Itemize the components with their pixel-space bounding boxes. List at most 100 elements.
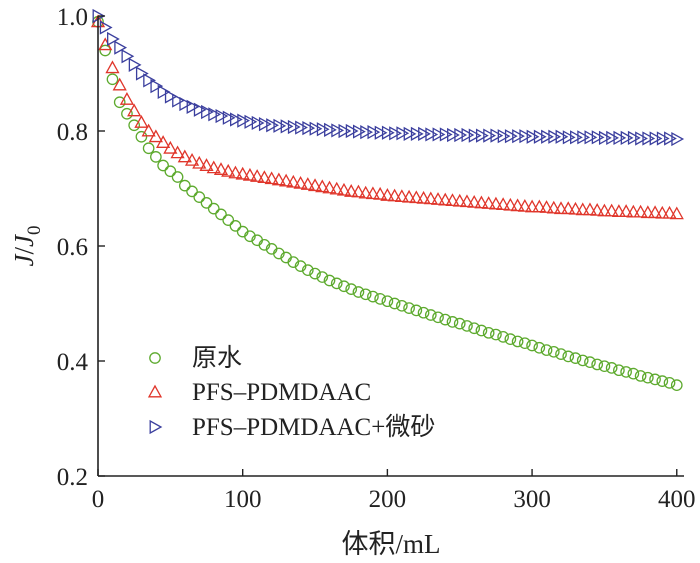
data-point [280,119,294,134]
data-point [309,267,321,280]
data-point [206,160,221,174]
data-point [562,350,575,363]
data-point [164,89,178,104]
data-point [163,140,178,154]
data-point [555,129,569,144]
data-point [148,129,163,143]
data-point [570,130,583,145]
data-point [532,199,547,213]
data-point [647,205,663,219]
data-point [627,367,640,380]
data-point [401,189,417,203]
data-point [662,205,677,219]
data-point [215,108,229,124]
series-1 [90,14,684,220]
data-point [184,152,200,166]
data-point [141,123,156,137]
data-point [510,198,525,212]
data-point [584,356,596,368]
data-point [388,297,401,310]
data-point [591,358,604,371]
legend-marker-shape [147,384,163,398]
data-point [359,288,372,301]
data-point [627,130,641,146]
data-point [315,179,330,193]
legend-marker-shape [149,419,163,435]
data-point [172,93,185,108]
data-point [105,60,120,74]
data-point [467,194,482,208]
data-point [244,230,256,243]
legend: 原水 PFS–PDMDAAC PFS–PDMDAAC+微砂 [147,344,435,441]
data-point [475,324,488,337]
data-point [582,202,598,216]
data-point [526,129,540,144]
data-point [186,185,198,198]
data-point [423,191,438,205]
data-point [157,84,171,100]
data-point [112,77,127,91]
data-point [526,339,538,352]
data-point [438,192,453,206]
data-point [135,130,148,143]
data-point [150,151,162,163]
data-point [380,188,395,201]
data-point [584,130,598,145]
data-point [626,204,641,218]
data-point [215,208,227,221]
data-point [524,199,540,213]
y-axis-title-sub: 0 [24,226,45,236]
data-point [562,130,576,145]
data-point [418,126,431,141]
data-point [99,20,113,35]
legend-label-pfs-pdmdaac-microsand: PFS–PDMDAAC+微砂 [192,413,435,441]
data-point [590,203,605,216]
data-point [394,189,409,203]
data-point [222,214,235,226]
data-point [352,124,366,139]
data-point [222,110,236,125]
data-point [345,283,358,295]
data-point [468,322,481,335]
x-axis-title: 体积/mL [342,529,441,559]
data-point [257,170,272,184]
series-layer [90,8,685,391]
data-point [496,197,511,211]
data-point [541,129,554,144]
data-point [517,198,532,212]
data-point [229,220,242,232]
data-point [171,171,184,183]
data-point [330,277,343,290]
data-point [323,274,336,287]
data-point [553,201,569,215]
data-point [461,320,473,332]
legend-label-pfs-pdmdaac: PFS–PDMDAAC [192,379,371,406]
data-point [468,128,482,143]
data-point [344,184,359,197]
data-point [287,256,300,268]
data-point [294,260,307,272]
data-point [497,330,509,343]
data-point [164,165,177,178]
data-point [373,186,388,200]
data-point [295,120,308,135]
data-point [170,145,185,159]
data-point [490,128,504,143]
legend-marker-triangle [147,384,163,398]
x-tick-label: 100 [224,486,262,513]
legend-item-pfs-pdmdaac: PFS–PDMDAAC [147,379,371,406]
data-point [569,352,582,364]
data-point [670,379,683,391]
data-point [482,326,495,339]
data-point [432,311,444,324]
data-point [568,201,583,215]
data-point [230,112,243,127]
data-point [649,373,661,386]
data-point [403,302,415,314]
data-point [367,290,379,303]
data-point [445,193,460,207]
data-point [114,40,128,55]
data-point [396,299,408,312]
y-axis-title-sep: / [9,247,39,255]
data-point [286,174,301,188]
